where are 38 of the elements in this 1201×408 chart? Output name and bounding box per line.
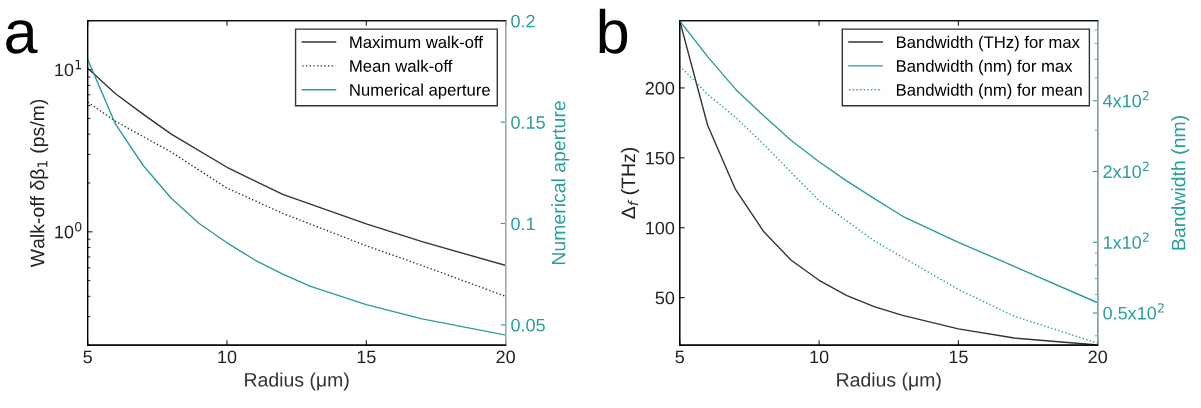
y-axis-title: Walk-off δβ$_{1}$ (ps/m) xyxy=(30,99,49,268)
y2-tick-label: 0.05 xyxy=(511,318,545,332)
x-tick-label: 20 xyxy=(1088,350,1108,364)
legend-label: Bandwidth (nm) for max xyxy=(896,59,1073,76)
x-tick-label: 10 xyxy=(218,350,237,364)
y-tick-label: 150 xyxy=(646,151,675,165)
legend-label: Numerical aperture xyxy=(350,83,490,100)
text: a xyxy=(6,20,38,54)
y-tick-label: 10$^{0}$ xyxy=(55,221,82,239)
legend-label: Mean walk-off xyxy=(350,59,453,72)
y-tick-label: 50 xyxy=(655,291,675,305)
x-tick-label: 10 xyxy=(810,350,829,364)
line-series xyxy=(87,58,506,336)
y-tick-label: 200 xyxy=(645,81,675,95)
line-series xyxy=(87,101,506,298)
y-axis-title: Δ$_{f}$ (THz) xyxy=(620,147,640,219)
x-axis-title: Radius (μm) xyxy=(245,372,349,391)
x-tick-label: 20 xyxy=(496,350,515,364)
y2-axis-title: Bandwidth (nm) xyxy=(1171,116,1190,250)
y2-tick-label: 4x10$^{2}$ xyxy=(1102,90,1149,108)
x-tick-label: 5 xyxy=(675,350,685,364)
x-axis-title: Radius (μm) xyxy=(837,372,941,391)
y2-axis-title: Numerical aperture xyxy=(551,101,570,265)
y2-tick-label: 0.15 xyxy=(511,116,545,129)
y-tick-label: 10$^{1}$ xyxy=(55,59,82,77)
x-tick-label: 5 xyxy=(83,350,92,364)
text: b xyxy=(599,8,628,54)
x-tick-label: 15 xyxy=(949,350,968,364)
x-tick-label: 15 xyxy=(357,350,376,364)
legend-label: Bandwidth (THz) for max xyxy=(896,35,1080,52)
y2-tick-label: 2x10$^{2}$ xyxy=(1103,161,1149,179)
y-tick-label: 100 xyxy=(646,221,675,235)
y2-tick-label: 1x10$^{2}$ xyxy=(1103,232,1149,249)
legend-label: Maximum walk-off xyxy=(350,35,483,49)
y2-tick-label: 0.5x10$^{2}$ xyxy=(1103,303,1164,320)
y2-tick-label: 0.2 xyxy=(511,14,535,28)
y2-tick-label: 0.1 xyxy=(511,217,535,231)
legend-label: Bandwidth (nm) for mean xyxy=(896,83,1082,100)
